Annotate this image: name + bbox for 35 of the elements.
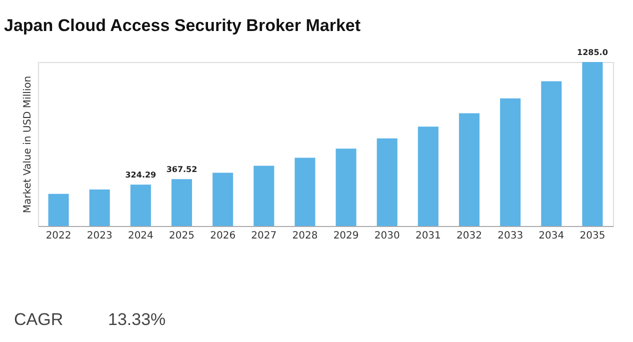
x-tick-label: 2024	[128, 230, 154, 242]
x-tick-label: 2028	[292, 230, 318, 242]
bar	[212, 172, 234, 226]
x-tick-label: 2032	[456, 230, 482, 242]
bar	[458, 113, 480, 226]
x-tick-label: 2023	[86, 230, 112, 242]
text: 13.33%	[108, 310, 166, 329]
x-tick-label: 2031	[415, 230, 441, 242]
bar	[418, 126, 438, 226]
bar	[130, 184, 151, 226]
x-tick-label: 2033	[498, 230, 524, 242]
y-axis-title: Market Value in USD Million	[22, 76, 34, 214]
x-tick-label: 2030	[374, 230, 400, 242]
bar	[500, 98, 521, 226]
bar	[48, 194, 69, 226]
x-tick-label: 2027	[251, 230, 277, 242]
data-label: 324.29	[125, 170, 157, 180]
data-label: 1285.0	[577, 48, 608, 57]
x-tick-label: 2026	[210, 230, 236, 242]
chart-title: Japan Cloud Access Security Broker Market	[4, 16, 361, 35]
bar	[254, 166, 274, 226]
x-tick-label: 2022	[46, 230, 72, 242]
bar	[171, 179, 192, 226]
data-label: 367.52	[166, 165, 198, 174]
text: CAGR	[14, 310, 64, 329]
x-tick-label: 2029	[333, 230, 359, 242]
x-tick-label: 2034	[538, 230, 564, 242]
bar	[336, 148, 356, 226]
x-tick-label: 2035	[580, 230, 606, 242]
bar	[89, 190, 110, 226]
bar	[294, 158, 316, 226]
bar	[582, 62, 603, 226]
x-tick-label: 2025	[169, 230, 194, 242]
bar	[541, 81, 562, 226]
bar	[376, 138, 398, 226]
